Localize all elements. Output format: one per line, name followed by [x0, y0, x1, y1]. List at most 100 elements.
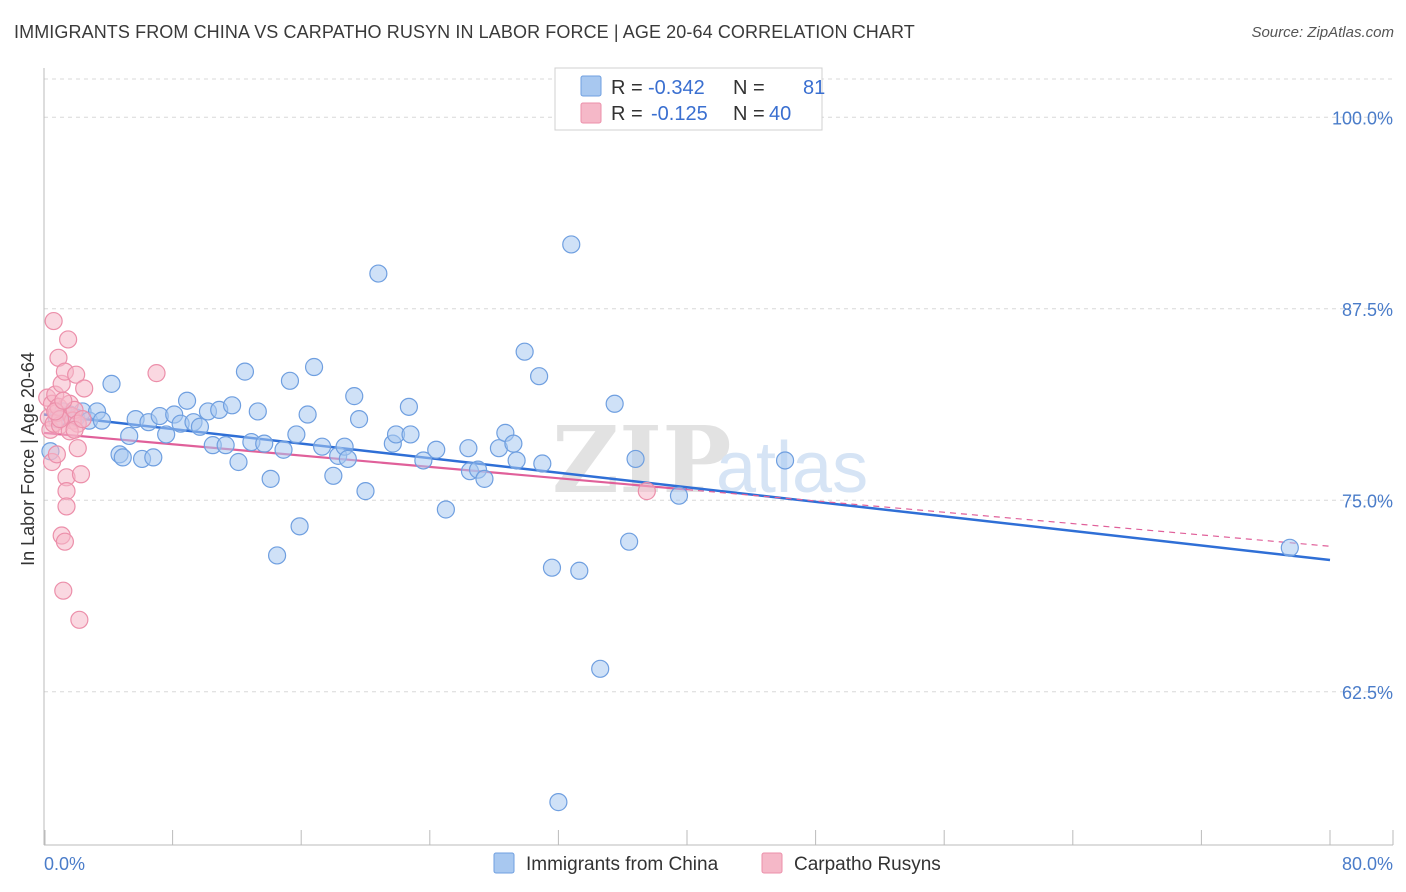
legend-n-label-1: N = — [733, 77, 765, 99]
point-china — [324, 466, 343, 485]
bottom-legend-swatch-rusyn — [761, 852, 783, 874]
y-tick-label: 62.5% — [1342, 683, 1393, 703]
point-china — [570, 561, 589, 580]
point-china — [274, 440, 293, 459]
gridlines — [44, 78, 1393, 693]
point-china — [591, 659, 610, 678]
legend-top: R = -0.342 N = 81 R = -0.125 N = 40 — [554, 67, 825, 131]
y-tick-labels: 62.5% 75.0% 87.5% 100.0% — [1332, 108, 1393, 703]
point-china — [216, 436, 235, 455]
bottom-legend-label-china: Immigrants from China — [526, 854, 719, 875]
chart-title: IMMIGRANTS FROM CHINA VS CARPATHO RUSYN … — [14, 22, 915, 42]
point-rusyn — [70, 610, 89, 629]
legend-bottom: Immigrants from China Carpatho Rusyns — [493, 852, 941, 875]
point-rusyn — [75, 379, 94, 398]
point-china — [562, 235, 581, 254]
point-china — [436, 500, 455, 519]
point-rusyn — [54, 391, 73, 410]
trend-line-rusyn-extension — [686, 488, 1331, 547]
point-china — [401, 425, 420, 444]
point-china — [92, 411, 111, 430]
x-tick-label-min: 0.0% — [44, 854, 85, 874]
point-china — [222, 396, 242, 415]
point-china — [144, 448, 163, 467]
point-china — [605, 394, 624, 413]
point-rusyn — [71, 465, 91, 484]
point-china — [775, 451, 795, 470]
point-china — [235, 362, 255, 381]
point-china — [345, 387, 364, 406]
point-china — [287, 425, 306, 444]
legend-swatch-china — [580, 75, 602, 97]
point-rusyn — [59, 330, 78, 349]
point-china — [190, 417, 210, 436]
watermark: ZIP atlas — [552, 406, 868, 514]
point-china — [626, 449, 645, 469]
y-axis-label: In Labor Force | Age 20-64 — [18, 352, 38, 566]
point-china — [157, 425, 176, 444]
point-china — [338, 449, 357, 469]
point-china — [290, 517, 309, 536]
point-rusyn — [67, 365, 86, 384]
data-points — [38, 235, 1299, 812]
point-china — [620, 532, 639, 551]
point-china — [102, 374, 121, 393]
point-china — [669, 486, 689, 505]
point-rusyn — [68, 439, 87, 458]
point-rusyn — [47, 445, 66, 464]
point-china — [1280, 538, 1299, 557]
point-china — [533, 454, 552, 473]
point-rusyn — [57, 497, 76, 516]
point-china — [427, 440, 446, 459]
point-rusyn — [54, 581, 73, 600]
bottom-legend-label-rusyn: Carpatho Rusyns — [794, 854, 941, 875]
legend-n-value-2: 40 — [769, 103, 791, 125]
point-china — [459, 439, 478, 458]
point-china — [475, 469, 494, 488]
point-china — [229, 452, 248, 472]
x-tick-labels: 0.0% 80.0% — [44, 854, 1393, 874]
point-china — [369, 264, 388, 283]
legend-n-label-2: N = — [733, 103, 765, 125]
point-china — [507, 451, 526, 470]
point-rusyn — [147, 364, 166, 383]
legend-r-label-2: R = — [611, 103, 643, 125]
point-china — [267, 546, 287, 565]
point-rusyn — [55, 532, 74, 551]
y-tick-label: 75.0% — [1342, 491, 1393, 511]
y-tick-label: 100.0% — [1332, 108, 1393, 128]
point-china — [248, 402, 267, 421]
legend-r-label-1: R = — [611, 77, 643, 99]
trend-line-rusyn — [43, 431, 688, 491]
point-china — [542, 558, 562, 577]
legend-swatch-rusyn — [580, 102, 602, 124]
point-china — [261, 469, 280, 488]
point-china — [177, 391, 197, 410]
legend-r-value-2: -0.125 — [651, 103, 708, 125]
point-rusyn — [637, 482, 656, 501]
point-china — [549, 793, 568, 812]
point-china — [304, 357, 324, 377]
legend-n-value-1: 81 — [803, 77, 825, 99]
point-china — [414, 451, 433, 470]
point-china — [120, 426, 139, 446]
y-tick-label: 87.5% — [1342, 300, 1393, 320]
point-china — [298, 405, 317, 424]
source-label: Source: ZipAtlas.com — [1251, 24, 1394, 41]
point-china — [504, 434, 523, 453]
point-china — [113, 448, 132, 467]
point-rusyn — [57, 482, 76, 501]
legend-r-value-1: -0.342 — [648, 77, 705, 99]
point-china — [530, 367, 549, 386]
point-china — [312, 437, 332, 456]
point-china — [399, 397, 419, 416]
x-tick-label-max: 80.0% — [1342, 854, 1393, 874]
point-china — [255, 434, 274, 453]
point-china — [280, 371, 300, 390]
point-rusyn — [44, 311, 63, 331]
point-china — [356, 482, 375, 501]
watermark-atlas: atlas — [716, 428, 868, 508]
point-rusyn — [73, 410, 92, 429]
point-china — [349, 410, 369, 429]
